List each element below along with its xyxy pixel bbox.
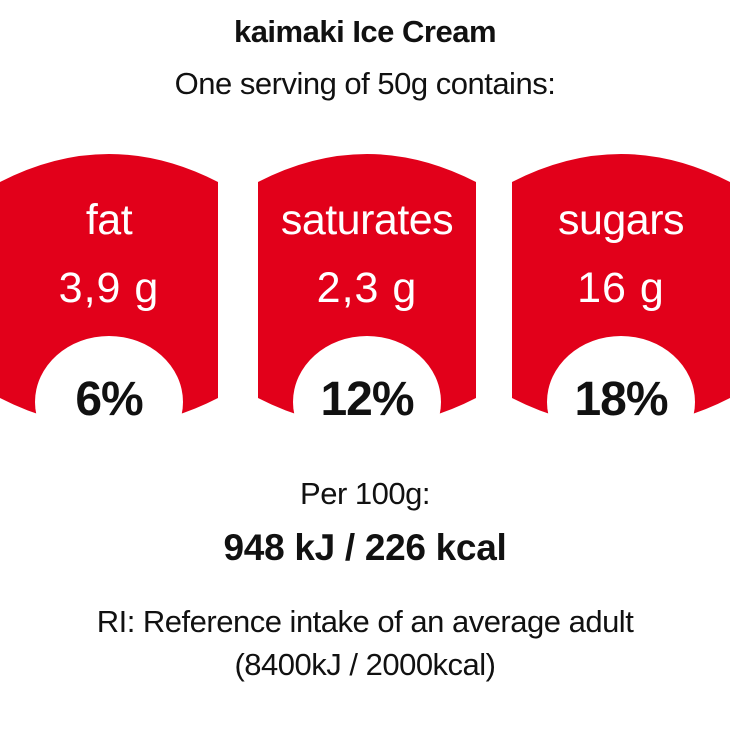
serving-subtitle: One serving of 50g contains: <box>174 66 556 101</box>
nutrient-badge-fat: fat 3,9 g 6% <box>0 140 218 440</box>
nutrient-percent: 18% <box>574 373 668 426</box>
badge-shape <box>0 154 218 440</box>
energy-value: 948 kJ / 226 kcal <box>223 527 507 568</box>
badge-shape <box>258 154 476 440</box>
nutrient-label: saturates <box>280 196 454 244</box>
nutrient-percent: 12% <box>320 373 414 426</box>
nutrient-amount: 16 g <box>577 264 665 312</box>
per-100g-label: Per 100g: <box>300 476 430 511</box>
nutrient-badge-sugars: sugars 16 g 18% <box>512 140 730 440</box>
nutrient-label: sugars <box>557 196 685 244</box>
product-title: kaimaki Ice Cream <box>233 14 497 49</box>
nutrient-label: fat <box>85 196 133 244</box>
nutrient-badge-saturates: saturates 2,3 g 12% <box>258 140 476 440</box>
badge-shape <box>512 154 730 440</box>
nutrient-percent: 6% <box>75 373 143 426</box>
nutrient-amount: 2,3 g <box>316 264 418 312</box>
reference-intake-values: (8400kJ / 2000kcal) <box>234 647 496 682</box>
nutrient-amount: 3,9 g <box>58 264 160 312</box>
reference-intake-note: RI: Reference intake of an average adult <box>96 604 634 639</box>
